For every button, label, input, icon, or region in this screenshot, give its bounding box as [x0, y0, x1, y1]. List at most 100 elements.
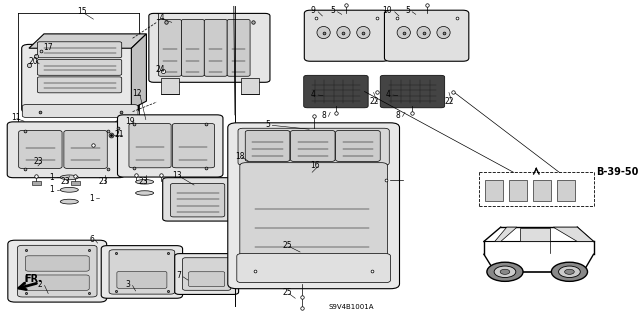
Text: 8: 8: [321, 111, 326, 120]
Text: 12: 12: [132, 89, 142, 98]
Text: 7: 7: [176, 271, 181, 280]
Text: 2: 2: [37, 280, 42, 289]
Polygon shape: [495, 227, 517, 241]
Text: 4: 4: [386, 90, 390, 99]
FancyBboxPatch shape: [7, 122, 125, 178]
Ellipse shape: [437, 26, 450, 39]
Text: 21: 21: [115, 130, 124, 139]
FancyBboxPatch shape: [245, 130, 290, 161]
Bar: [71, 181, 80, 185]
FancyBboxPatch shape: [64, 130, 108, 168]
FancyBboxPatch shape: [380, 75, 445, 108]
Bar: [520, 228, 550, 241]
Text: 25: 25: [282, 241, 292, 250]
FancyBboxPatch shape: [335, 130, 380, 161]
Circle shape: [552, 262, 588, 281]
FancyBboxPatch shape: [22, 44, 139, 113]
FancyBboxPatch shape: [26, 275, 89, 290]
Polygon shape: [553, 227, 593, 241]
Circle shape: [500, 269, 510, 274]
Bar: [161, 78, 179, 94]
FancyBboxPatch shape: [170, 183, 225, 217]
FancyBboxPatch shape: [149, 13, 270, 82]
Text: 15: 15: [77, 7, 87, 16]
Text: 25: 25: [282, 288, 292, 297]
Text: 5: 5: [330, 6, 335, 15]
FancyBboxPatch shape: [17, 245, 97, 297]
Text: 13: 13: [172, 171, 182, 180]
FancyBboxPatch shape: [172, 123, 214, 168]
Text: 17: 17: [44, 43, 53, 52]
FancyBboxPatch shape: [129, 123, 171, 168]
Circle shape: [487, 262, 523, 281]
Text: 3: 3: [125, 280, 130, 289]
Ellipse shape: [337, 26, 350, 39]
FancyBboxPatch shape: [228, 123, 399, 289]
Text: -: -: [35, 53, 36, 58]
Circle shape: [494, 266, 516, 278]
FancyBboxPatch shape: [304, 10, 388, 61]
FancyBboxPatch shape: [291, 130, 335, 161]
FancyBboxPatch shape: [22, 105, 138, 117]
Text: 5: 5: [405, 6, 410, 15]
Ellipse shape: [60, 199, 78, 204]
Polygon shape: [29, 34, 147, 48]
Bar: [533, 180, 552, 201]
FancyBboxPatch shape: [304, 75, 368, 108]
Text: 16: 16: [310, 161, 320, 170]
Text: 10: 10: [382, 6, 392, 15]
Text: 24: 24: [156, 65, 165, 74]
FancyBboxPatch shape: [240, 163, 387, 262]
Text: 19: 19: [125, 117, 134, 126]
FancyBboxPatch shape: [8, 240, 107, 302]
Text: 23: 23: [139, 177, 148, 186]
FancyBboxPatch shape: [237, 254, 390, 283]
Text: FR.: FR.: [24, 274, 42, 285]
FancyBboxPatch shape: [37, 77, 122, 93]
FancyBboxPatch shape: [117, 271, 167, 288]
Text: 9: 9: [310, 6, 316, 15]
FancyBboxPatch shape: [227, 19, 250, 76]
Polygon shape: [131, 34, 147, 109]
Text: B-39-50: B-39-50: [596, 167, 639, 177]
Text: 22: 22: [370, 97, 380, 106]
Bar: [509, 180, 527, 201]
Text: 23: 23: [60, 177, 70, 186]
Text: S9V4B1001A: S9V4B1001A: [328, 304, 374, 310]
FancyBboxPatch shape: [37, 42, 122, 58]
FancyBboxPatch shape: [189, 272, 225, 286]
FancyBboxPatch shape: [181, 19, 204, 76]
FancyBboxPatch shape: [159, 19, 181, 76]
FancyBboxPatch shape: [385, 10, 469, 61]
Ellipse shape: [417, 26, 430, 39]
Ellipse shape: [397, 26, 410, 39]
Text: 22: 22: [445, 97, 454, 106]
FancyBboxPatch shape: [26, 256, 89, 271]
Text: 8: 8: [396, 111, 400, 120]
Circle shape: [564, 269, 574, 274]
FancyBboxPatch shape: [163, 178, 232, 221]
Text: 1: 1: [89, 194, 94, 203]
Text: 1: 1: [49, 185, 54, 194]
Ellipse shape: [136, 191, 154, 195]
Text: 23: 23: [98, 177, 108, 186]
Ellipse shape: [136, 180, 154, 184]
Bar: [241, 78, 259, 94]
Circle shape: [559, 266, 580, 278]
Text: 14: 14: [156, 13, 165, 22]
Text: 11: 11: [11, 113, 20, 122]
Ellipse shape: [317, 26, 330, 39]
Ellipse shape: [356, 26, 370, 39]
FancyBboxPatch shape: [238, 128, 389, 165]
Bar: [32, 181, 41, 185]
FancyBboxPatch shape: [118, 115, 223, 177]
Text: 5: 5: [265, 120, 270, 129]
FancyBboxPatch shape: [37, 59, 122, 75]
FancyBboxPatch shape: [175, 254, 239, 294]
Text: 4: 4: [311, 90, 316, 99]
Text: 6: 6: [89, 235, 94, 244]
FancyBboxPatch shape: [19, 130, 62, 168]
Bar: [89, 149, 98, 153]
FancyBboxPatch shape: [101, 246, 182, 298]
FancyBboxPatch shape: [204, 19, 227, 76]
